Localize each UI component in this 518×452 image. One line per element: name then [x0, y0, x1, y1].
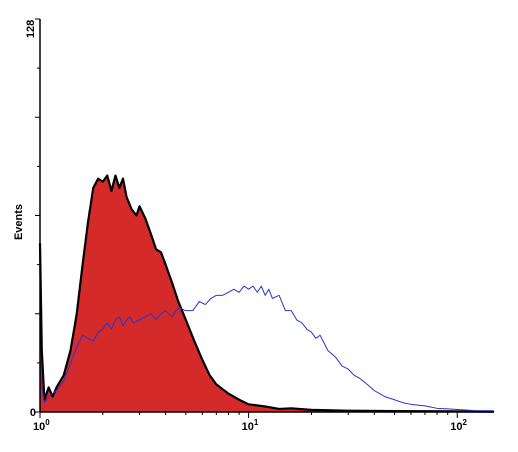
tick-labels: 0 128 100 101 102 [25, 20, 468, 433]
series-0-outline [38, 174, 495, 413]
x-tick-label: 101 [242, 418, 259, 433]
x-tick-label: 100 [33, 418, 50, 433]
x-tick-label: 102 [450, 418, 467, 433]
y-axis-label: Events [13, 204, 25, 240]
axes-layer [35, 18, 494, 418]
series-layer [38, 174, 495, 413]
series-1-line [39, 285, 495, 412]
y-tick-label: 128 [25, 20, 37, 38]
y-tick-label: 0 [30, 407, 36, 419]
series-0-area [40, 175, 494, 412]
